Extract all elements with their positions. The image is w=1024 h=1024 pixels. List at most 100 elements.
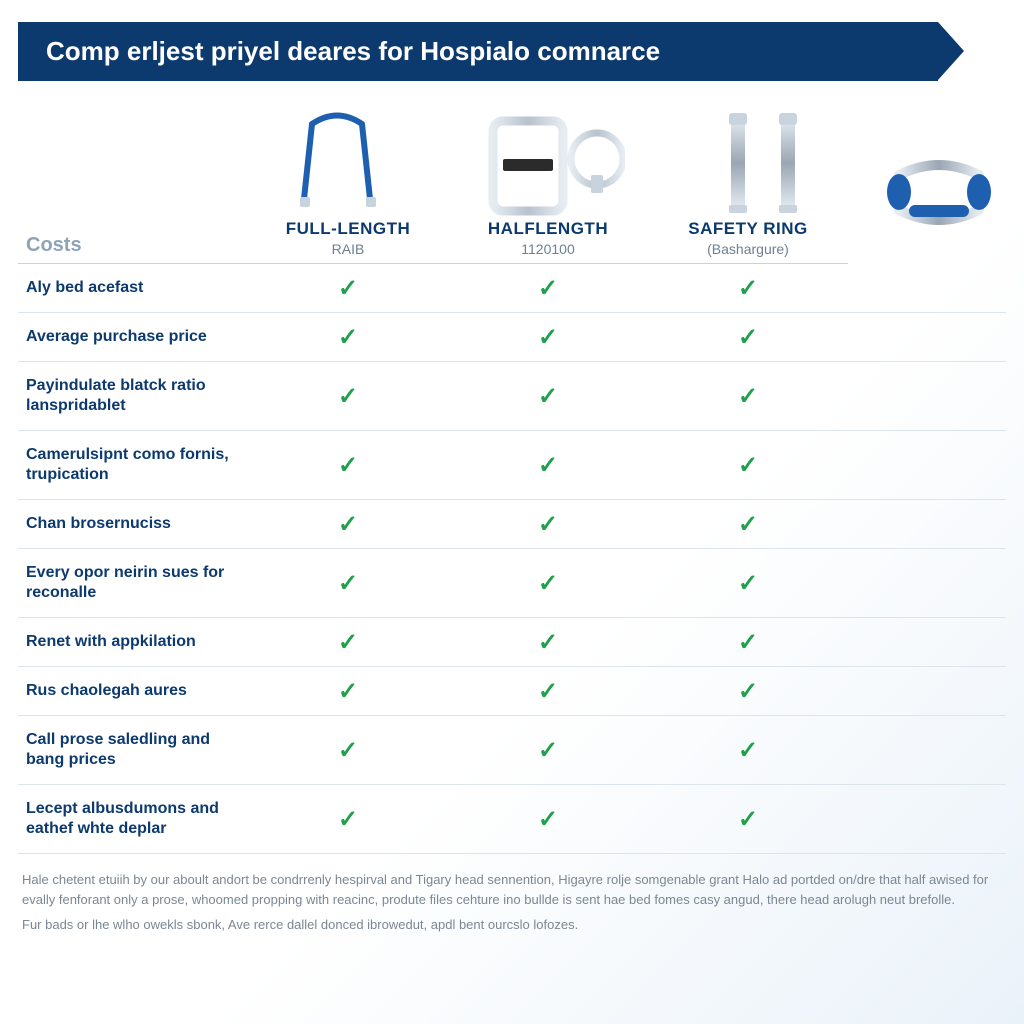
row-cell: ✓ (648, 362, 848, 430)
row-cell: ✓ (248, 667, 448, 715)
product-full-length-icon (247, 109, 427, 219)
row-label: Payindulate blatck ratio lanspridablet (18, 362, 248, 430)
check-icon: ✓ (738, 628, 758, 657)
check-icon: ✓ (538, 628, 558, 657)
row-cell: ✓ (248, 264, 448, 312)
page-title: Comp erljest priyel deares for Hospialo … (46, 36, 660, 66)
product-safety-ring-icon (673, 109, 853, 219)
row-cell: ✓ (448, 362, 648, 430)
check-icon: ✓ (338, 805, 358, 834)
row-cell: ✓ (648, 500, 848, 548)
row-cell: ✓ (248, 362, 448, 430)
check-icon: ✓ (738, 382, 758, 411)
product-images-row (230, 99, 870, 219)
row-cell: ✓ (448, 716, 648, 784)
check-icon: ✓ (538, 736, 558, 765)
table-row: Rus chaolegah aures ✓ ✓ ✓ (18, 667, 1006, 716)
table-row: Aly bed acefast ✓ ✓ ✓ (18, 264, 1006, 313)
costs-heading: Costs (18, 234, 248, 264)
row-label: Chan brosernuciss (18, 500, 248, 548)
column-header: HALFLENGTH 1120100 (448, 219, 648, 264)
check-icon: ✓ (738, 510, 758, 539)
check-icon: ✓ (738, 569, 758, 598)
table-row: Renet with appkilation ✓ ✓ ✓ (18, 618, 1006, 667)
row-cell: ✓ (448, 667, 648, 715)
table-body: Aly bed acefast✓✓✓Average purchase price… (18, 264, 1006, 854)
column-name: FULL-LENGTH (248, 219, 448, 239)
check-icon: ✓ (538, 451, 558, 480)
row-label: Camerulsipnt como fornis, trupication (18, 431, 248, 499)
column-name: SAFETY RING (648, 219, 848, 239)
row-cell: ✓ (448, 500, 648, 548)
row-cell: ✓ (648, 618, 848, 666)
row-cell: ✓ (248, 785, 448, 853)
row-label: Every opor neirin sues for reconalle (18, 549, 248, 617)
check-icon: ✓ (538, 510, 558, 539)
check-icon: ✓ (338, 323, 358, 352)
row-cell: ✓ (448, 431, 648, 499)
check-icon: ✓ (538, 805, 558, 834)
check-icon: ✓ (538, 323, 558, 352)
row-cell: ✓ (648, 313, 848, 361)
row-cell: ✓ (648, 549, 848, 617)
check-icon: ✓ (338, 677, 358, 706)
row-label: Aly bed acefast (18, 264, 248, 312)
check-icon: ✓ (538, 274, 558, 303)
check-icon: ✓ (738, 274, 758, 303)
row-cell: ✓ (448, 264, 648, 312)
row-cell: ✓ (248, 500, 448, 548)
row-cell: ✓ (248, 549, 448, 617)
row-cell: ✓ (248, 431, 448, 499)
row-cell: ✓ (248, 313, 448, 361)
comparison-table: Costs FULL-LENGTH RAIB HALFLENGTH 112010… (18, 219, 1006, 854)
table-row: Chan brosernuciss ✓ ✓ ✓ (18, 500, 1006, 549)
row-label: Lecept albusdumons and eathef whte depla… (18, 785, 248, 853)
table-header-row: Costs FULL-LENGTH RAIB HALFLENGTH 112010… (18, 219, 1006, 264)
check-icon: ✓ (338, 274, 358, 303)
check-icon: ✓ (738, 451, 758, 480)
table-row: Average purchase price ✓ ✓ ✓ (18, 313, 1006, 362)
check-icon: ✓ (738, 805, 758, 834)
check-icon: ✓ (338, 382, 358, 411)
page-title-banner: Comp erljest priyel deares for Hospialo … (18, 22, 938, 81)
check-icon: ✓ (338, 736, 358, 765)
table-row: Payindulate blatck ratio lanspridablet ✓ ✓… (18, 362, 1006, 431)
table-row: Lecept albusdumons and eathef whte depla… (18, 785, 1006, 854)
table-row: Camerulsipnt como fornis, trupication ✓ ✓ ✓ (18, 431, 1006, 500)
check-icon: ✓ (538, 382, 558, 411)
check-icon: ✓ (338, 569, 358, 598)
column-sub: (Bashargure) (648, 241, 848, 257)
row-cell: ✓ (448, 549, 648, 617)
check-icon: ✓ (338, 628, 358, 657)
row-cell: ✓ (448, 313, 648, 361)
table-row: Every opor neirin sues for reconalle ✓ ✓ ✓ (18, 549, 1006, 618)
column-sub: 1120100 (448, 241, 648, 257)
check-icon: ✓ (738, 323, 758, 352)
check-icon: ✓ (538, 569, 558, 598)
row-cell: ✓ (448, 618, 648, 666)
column-name: HALFLENGTH (448, 219, 648, 239)
row-cell: ✓ (248, 618, 448, 666)
column-header: FULL-LENGTH RAIB (248, 219, 448, 264)
row-cell: ✓ (248, 716, 448, 784)
column-header: SAFETY RING (Bashargure) (648, 219, 848, 264)
row-cell: ✓ (648, 785, 848, 853)
table-row: Call prose saledling and bang prices ✓ ✓ ✓ (18, 716, 1006, 785)
row-label: Call prose saledling and bang prices (18, 716, 248, 784)
row-cell: ✓ (448, 785, 648, 853)
footer-paragraph: Hale chetent etuiih by our aboult andort… (22, 870, 1002, 909)
row-label: Average purchase price (18, 313, 248, 361)
check-icon: ✓ (738, 736, 758, 765)
check-icon: ✓ (538, 677, 558, 706)
check-icon: ✓ (338, 510, 358, 539)
row-label: Rus chaolegah aures (18, 667, 248, 715)
footer-paragraph: Fur bads or lhe wlho owekls sbonk, Ave r… (22, 915, 1002, 935)
check-icon: ✓ (338, 451, 358, 480)
check-icon: ✓ (738, 677, 758, 706)
row-label: Renet with appkilation (18, 618, 248, 666)
row-cell: ✓ (648, 264, 848, 312)
product-half-length-icon (460, 109, 640, 219)
row-cell: ✓ (648, 667, 848, 715)
column-sub: RAIB (248, 241, 448, 257)
row-cell: ✓ (648, 716, 848, 784)
